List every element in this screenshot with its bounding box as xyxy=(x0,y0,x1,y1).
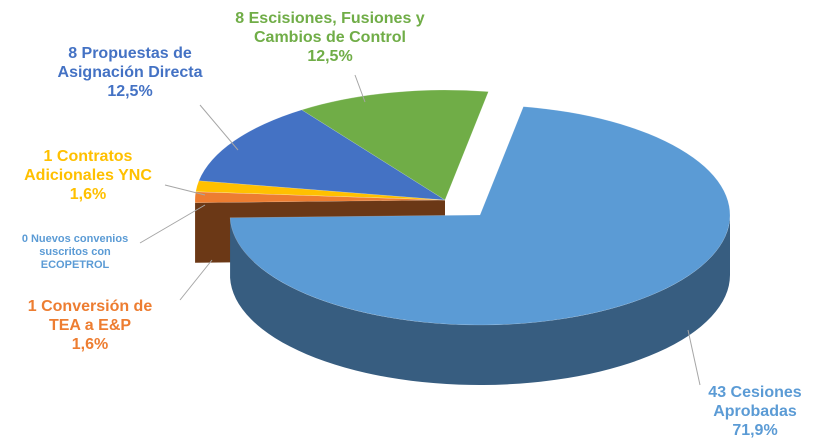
value-label: 71,9% xyxy=(732,422,778,439)
slice-side xyxy=(230,215,731,386)
category-label: 8 Escisiones, Fusiones y Cambios de Cont… xyxy=(235,10,425,46)
leader-line xyxy=(164,184,206,196)
slice-label: 1 Contratos Adicionales YNC 1,6% xyxy=(13,147,163,204)
category-label: 1 Contratos Adicionales YNC xyxy=(24,148,152,184)
slice-label: 1 Conversión de TEA a E&P 1,6% xyxy=(15,297,165,354)
value-label: 1,6% xyxy=(69,186,107,203)
value-label: 1,6% xyxy=(71,336,109,353)
slice-label: 0 Nuevos convenios suscritos con ECOPETR… xyxy=(5,233,145,272)
category-label: 8 Propuestas de Asignación Directa xyxy=(57,45,203,81)
slice xyxy=(194,191,446,203)
slice xyxy=(301,89,489,201)
leader-line xyxy=(179,259,213,301)
leader-line xyxy=(139,204,206,244)
value-label: 12,5% xyxy=(107,83,153,100)
category-label: 0 Nuevos convenios suscritos con ECOPETR… xyxy=(21,233,129,271)
slice-label: 8 Propuestas de Asignación Directa 12,5% xyxy=(40,44,220,101)
slice xyxy=(229,106,731,326)
slice-label: 8 Escisiones, Fusiones y Cambios de Cont… xyxy=(223,9,438,66)
leader-line xyxy=(199,104,239,151)
leader-line xyxy=(354,74,366,103)
leader-line xyxy=(687,329,701,386)
slice xyxy=(195,180,446,201)
category-label: 1 Conversión de TEA a E&P xyxy=(27,298,153,334)
value-label: 12,5% xyxy=(307,48,353,65)
slice xyxy=(198,109,446,201)
category-label: 43 Cesiones Aprobadas xyxy=(708,384,802,420)
slice-label: 43 Cesiones Aprobadas 71,9% xyxy=(695,383,815,439)
